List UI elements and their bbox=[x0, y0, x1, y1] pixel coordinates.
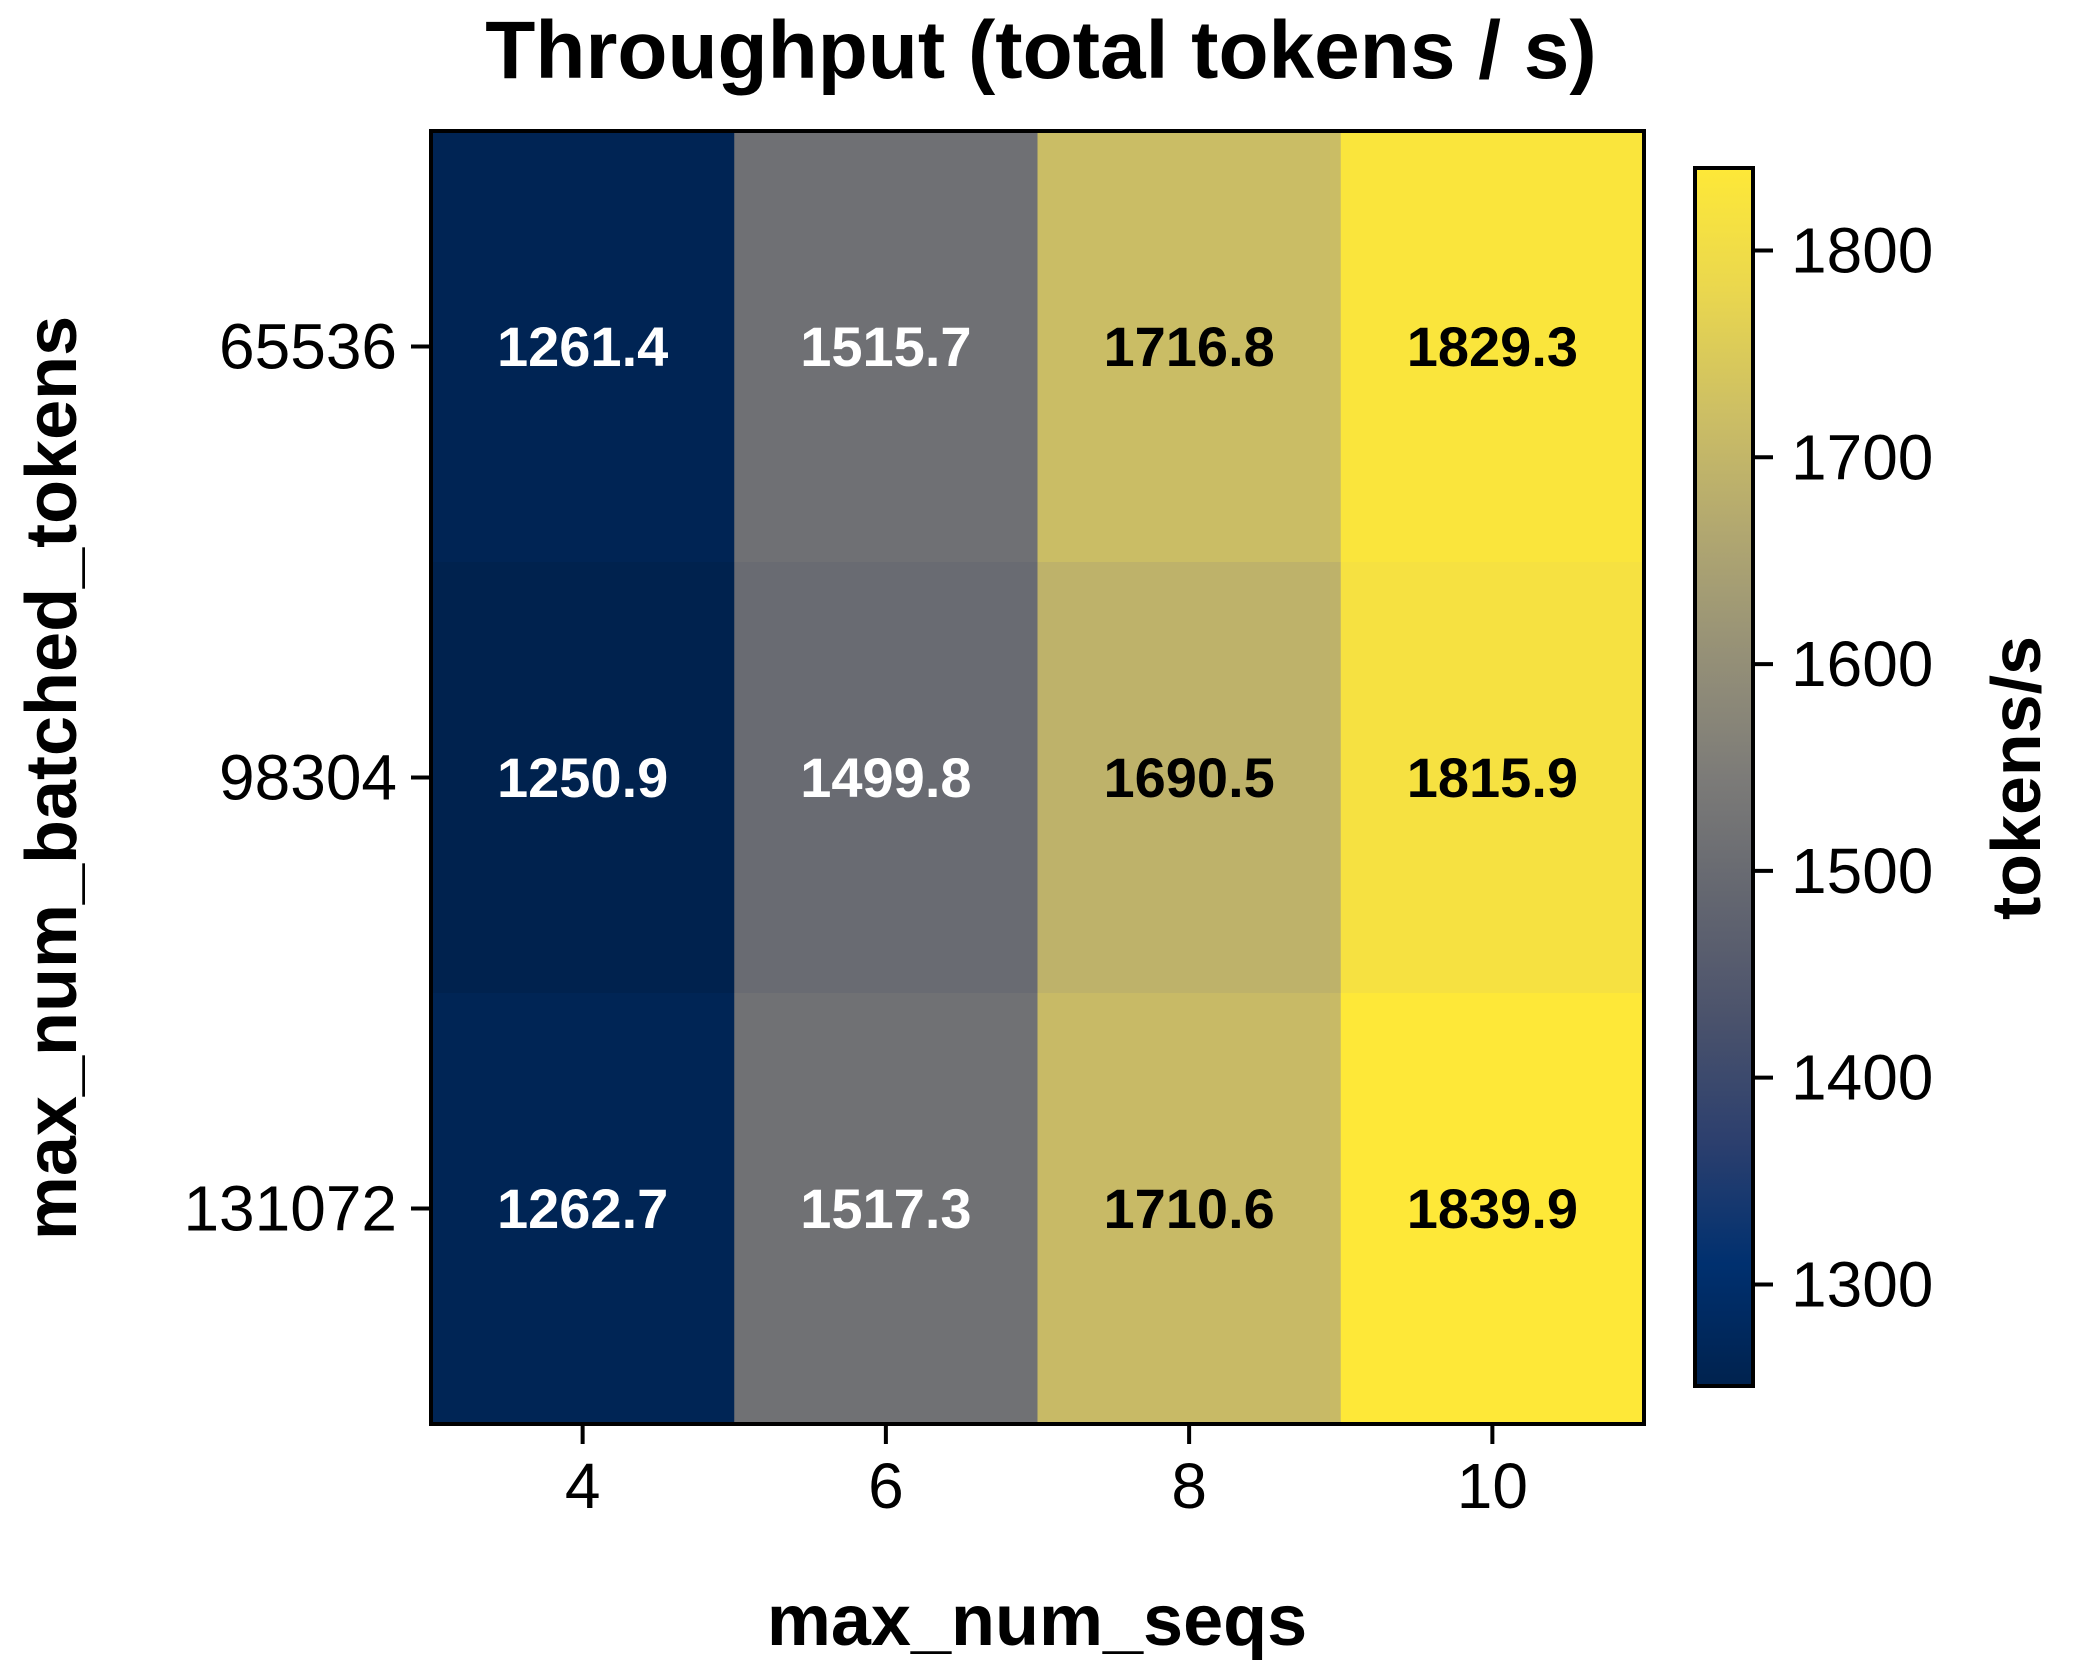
cell-value-label: 1839.9 bbox=[1407, 1177, 1578, 1240]
colorbar-tick-label: 1800 bbox=[1791, 215, 1933, 287]
colorbar-ticks: 1300 1400 1500 1600 1700 1800 bbox=[1753, 215, 1933, 1320]
y-axis-label: max_num_batched_tokens bbox=[12, 316, 92, 1240]
x-axis: 4 6 8 10 bbox=[565, 1424, 1528, 1522]
y-tick-label: 65536 bbox=[219, 311, 397, 383]
colorbar: 1300 1400 1500 1600 1700 1800 tokens/s bbox=[1693, 166, 2055, 1388]
y-axis: 65536 98304 131072 bbox=[183, 311, 431, 1245]
heatmap-cell bbox=[431, 993, 735, 1425]
cell-value-label: 1499.8 bbox=[800, 746, 971, 809]
colorbar-tick-label: 1300 bbox=[1791, 1248, 1933, 1320]
cell-value-label: 1710.6 bbox=[1103, 1177, 1274, 1240]
heatmap-cell bbox=[1037, 131, 1342, 563]
x-tick-label: 6 bbox=[868, 1450, 904, 1522]
heatmap-cell bbox=[431, 562, 735, 994]
colorbar-label: tokens/s bbox=[1977, 636, 2055, 920]
colorbar-scale bbox=[1693, 166, 1755, 1388]
cell-value-label: 1815.9 bbox=[1407, 746, 1578, 809]
colorbar-tick-label: 1400 bbox=[1791, 1042, 1933, 1114]
chart-title: Throughput (total tokens / s) bbox=[485, 5, 1596, 96]
cell-value-label: 1261.4 bbox=[497, 315, 668, 378]
heatmap-cell bbox=[734, 993, 1038, 1425]
y-tick-label: 131072 bbox=[183, 1173, 397, 1245]
heatmap-cell bbox=[1037, 993, 1342, 1425]
cell-value-label: 1690.5 bbox=[1103, 746, 1274, 809]
heatmap-cell bbox=[734, 131, 1038, 563]
cell-value-label: 1829.3 bbox=[1407, 315, 1578, 378]
x-tick-label: 10 bbox=[1457, 1450, 1528, 1522]
heatmap-cell bbox=[431, 131, 735, 563]
colorbar-tick-label: 1600 bbox=[1791, 628, 1933, 700]
heatmap-cell-labels: 1261.4 1515.7 1716.8 1829.3 1250.9 1499.8 1690… bbox=[497, 315, 1578, 1240]
heatmap-cell bbox=[1340, 131, 1645, 563]
cell-value-label: 1262.7 bbox=[497, 1177, 668, 1240]
heatmap-cell bbox=[1037, 562, 1342, 994]
colorbar-tick-label: 1500 bbox=[1791, 835, 1933, 907]
heatmap-cell bbox=[1340, 993, 1645, 1425]
cell-value-label: 1250.9 bbox=[497, 746, 668, 809]
x-tick-label: 8 bbox=[1171, 1450, 1207, 1522]
heatmap-cell bbox=[1340, 562, 1645, 994]
cell-value-label: 1515.7 bbox=[800, 315, 971, 378]
colorbar-tick-label: 1700 bbox=[1791, 421, 1933, 493]
heatmap-cells bbox=[431, 131, 1645, 1425]
y-tick-label: 98304 bbox=[219, 742, 397, 814]
x-tick-label: 4 bbox=[565, 1450, 601, 1522]
cell-value-label: 1716.8 bbox=[1103, 315, 1274, 378]
x-axis-label: max_num_seqs bbox=[767, 1581, 1307, 1661]
cell-value-label: 1517.3 bbox=[800, 1177, 971, 1240]
heatmap-cell bbox=[734, 562, 1038, 994]
